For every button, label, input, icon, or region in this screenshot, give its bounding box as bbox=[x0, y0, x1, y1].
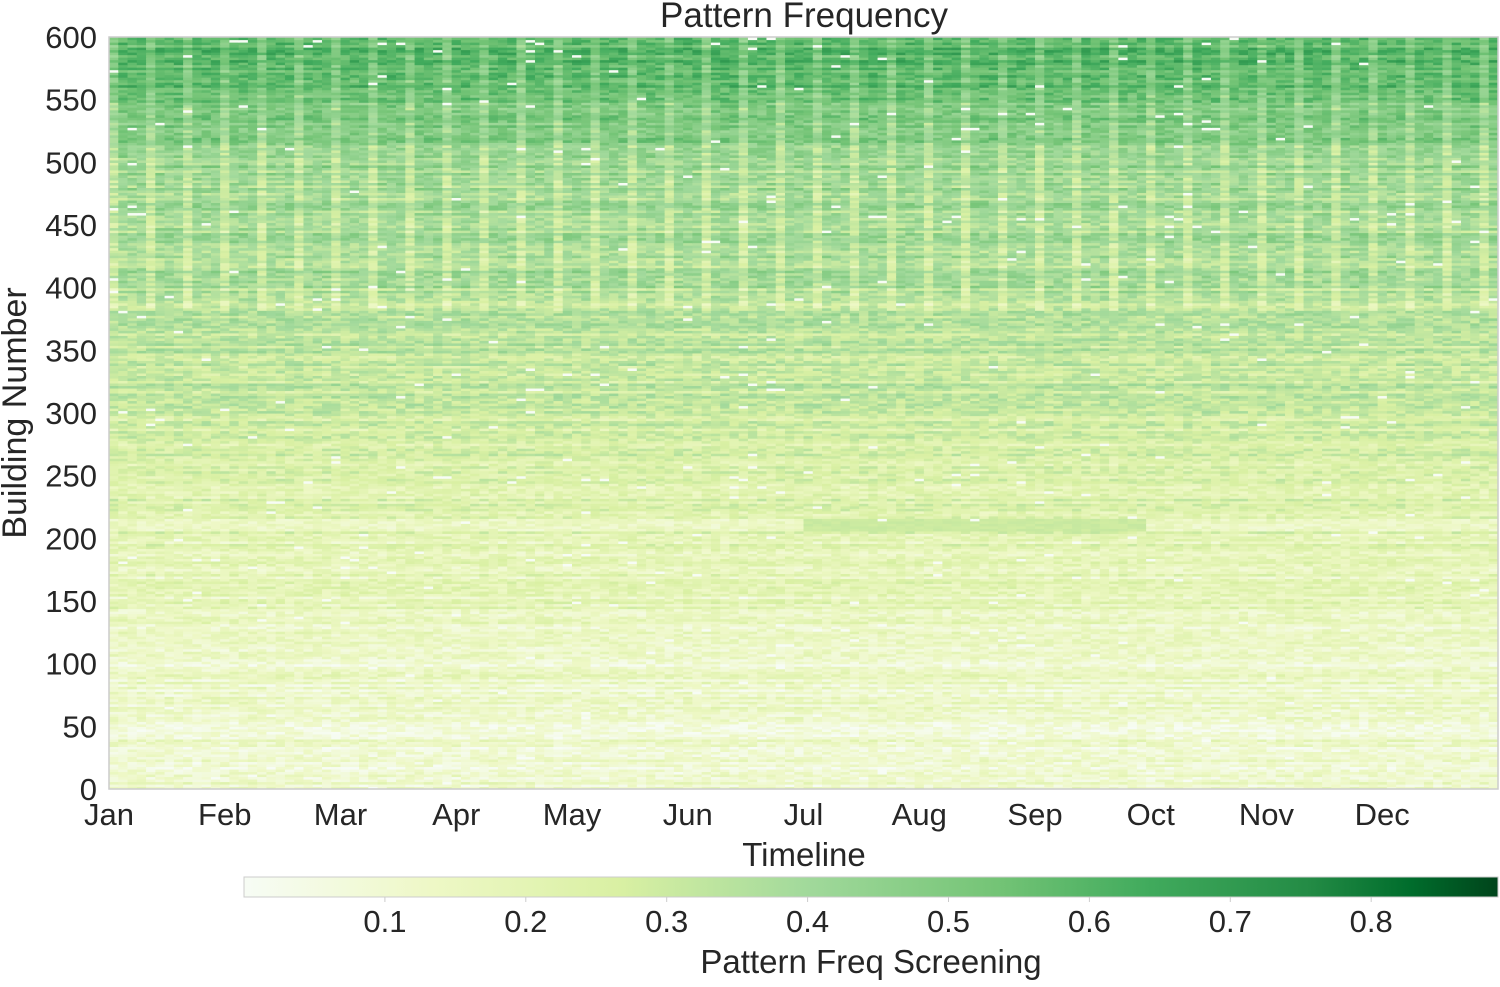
chart-title: Pattern Frequency bbox=[660, 0, 948, 35]
heatmap-cells bbox=[109, 37, 1499, 790]
